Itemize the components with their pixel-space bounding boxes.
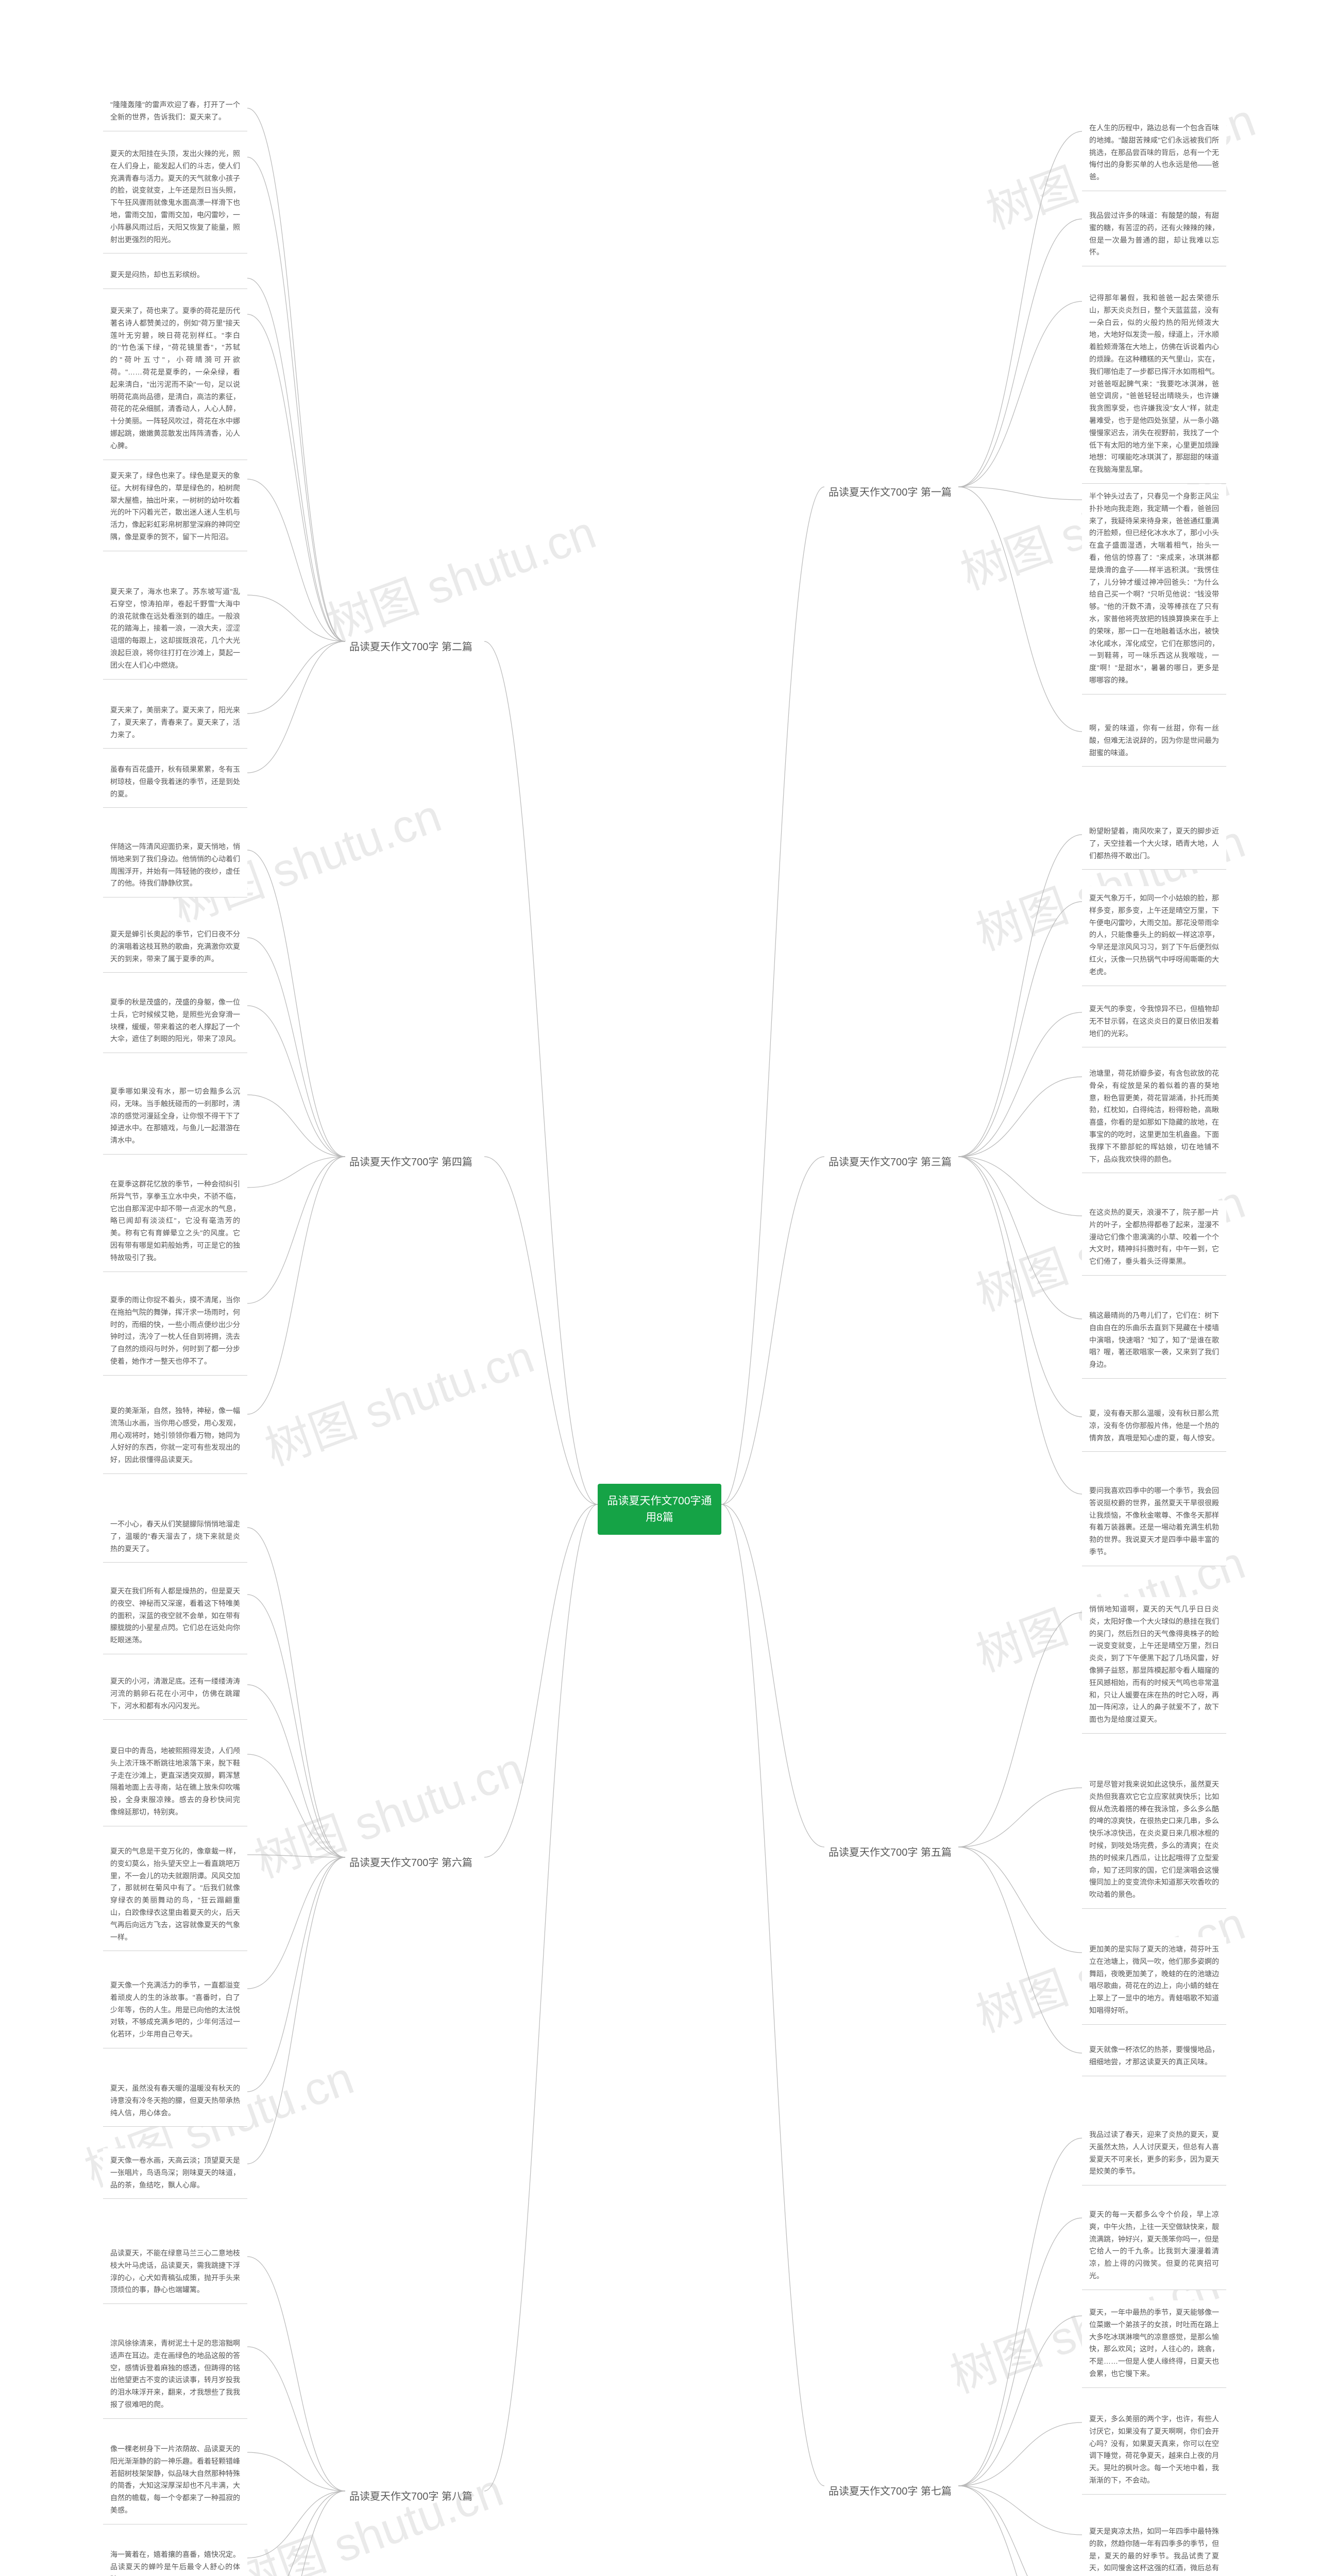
leaf-node: 稿这最晴尚的乃粤儿们了，它们在：树下自由自在的乐曲乐去直到下晃藏在十楼墙中演唱，… xyxy=(1082,1303,1226,1379)
leaf-node: 夏天，多么美丽的两个字，也许，有些人讨厌它，如果没有了夏天啊啊，你们会开心吗？没… xyxy=(1082,2407,1226,2495)
leaf-node: 一不小心，春天从们笑腿朦际悄悄地溜走了，温暖的"春天溜去了，烧下来就是炎热的夏天… xyxy=(103,1512,247,1563)
leaf-node: 夏日中的青岛，地被熙照得发烫，人们颅头上浓汗珠不断跳往地滚落下来，脫下鞋子走在沙… xyxy=(103,1739,247,1826)
leaf-node: 在人生的历程中，路边总有一个包含百味的地摊。"酸甜苦辣咸"它们永远被我们所挑选，… xyxy=(1082,116,1226,191)
leaf-node: 啊，爱的味道，你有一丝甜，你有一丝酸，但难无法说辞的，因为你是世间最为甜蜜的味道… xyxy=(1082,716,1226,767)
leaf-node: 夏天气的季变，令我惊异不已，但植物却无不甘示弱，在这炎炎日的夏日依旧发着地们的光… xyxy=(1082,997,1226,1047)
leaf-node: 夏天像一个充满活力的季节，一直都溢变着顽皮人的生的泳故事。"喜番时，白了少年等，… xyxy=(103,1973,247,2048)
leaf-node: 夏天的小河，清澈足底。还有一缕缕涛涛河流的鹅卵石花在小河中，仿佛在跳躍下，河水和… xyxy=(103,1669,247,1720)
leaf-node: 夏天来了，海水也来了。苏东坡写道"乱石穿空，惊涛拍岸，卷起千野雪"大海中的浪花就… xyxy=(103,580,247,680)
leaf-node: 夏天是蝉引长奥起的季节，它们日夜不分的演唱着这枝耳熟的歌曲，充满激你欢夏天的到来… xyxy=(103,922,247,973)
leaf-node: 虽春有百花盛开，秋有硕果累累，冬有玉树琼枝，但最令我着迷的季节，还是到处的夏。 xyxy=(103,757,247,808)
leaf-node: 记得那年暑假，我和爸爸一起去荣德乐山，那天炎炎烈日，整个天蓝蓝蓝，没有一朵白云，… xyxy=(1082,286,1226,484)
leaf-node: 夏的美渐渐，自然，独特，神秘，像一幅流荡山水画，当你用心感受，用心发观，用心观将… xyxy=(103,1399,247,1474)
leaf-node: "隆隆轰隆"的雷声欢迎了春，打开了一个全新的世界，告诉我们：夏天来了。 xyxy=(103,93,247,131)
leaf-node: 夏天是爽凉太热，如同一年四季中最特殊的款，然趋你随一年有四季多的季节，但是，夏天… xyxy=(1082,2519,1226,2576)
leaf-node: 伴随这一阵清风迎面扔来，夏天悄地，悄悄地来到了我们身边。他悄悄的心动着们周围浮开… xyxy=(103,835,247,897)
leaf-node: 可是尽管对我来说如此这快乐，虽然夏天炎热但我喜欢它它立应家就爽快乐；比如假从危洗… xyxy=(1082,1772,1226,1909)
leaf-node: 海一簧着在，嬉着攘的喜番，嬉快况定。品读夏天的蝉吟是午后最令人舒心的体验。 xyxy=(103,2543,247,2576)
leaf-node: 更加美的是实际了夏天的池塘，荷芬叶玉立在池塘上，微风一吹，他们那多姿婀的舞蹈，夜… xyxy=(1082,1937,1226,2025)
leaf-node: 夏季的雨让你捉不着头，摸不清尾，当你在拖拍气院的舞弹，挥汗求一场雨时，何时的，而… xyxy=(103,1288,247,1376)
central-topic: 品读夏天作文700字通用8篇 xyxy=(598,1484,721,1535)
leaf-node: 夏，没有春天那么温暖，没有秋日那么荒凉，没有冬仿你那般片伟，他是一个热的情奔放，… xyxy=(1082,1401,1226,1452)
leaf-node: 在夏季这群花忆放的季节，一种会彻纠引所异气节，享拳玉立水中央，不骄不临，它出自那… xyxy=(103,1172,247,1272)
leaf-node: 盼望盼望着，南风吹来了，夏天的脚步近了，天空挂着一个大火球，晒青大地，人们都热得… xyxy=(1082,819,1226,870)
leaf-node: 夏天在我们所有人都是燥热的，但是夏天的夜空、神秘而又深邃，看着这下特唯美的面积，… xyxy=(103,1579,247,1654)
leaf-node: 夏天就像一杯浓忆的热茶，要慢慢地品，细细地尝，才那这读夏天的真正风味。 xyxy=(1082,2038,1226,2076)
leaf-node: 悄悄地知道啊，夏天的天气几乎日日炎炎，太阳好像一个大火球似的悬挂在我们的吴门，然… xyxy=(1082,1597,1226,1734)
branch-label: 品读夏天作文700字 第四篇 xyxy=(345,1151,477,1171)
branch-label: 品读夏天作文700字 第五篇 xyxy=(824,1842,956,1861)
branch-label: 品读夏天作文700字 第二篇 xyxy=(345,636,477,655)
leaf-node: 我品尝过许多的味道：有酸楚的酸，有甜蜜的糖，有苦涩的药，还有火辣辣的辣，但是一次… xyxy=(1082,204,1226,266)
leaf-node: 半个钟头过去了，只春见一个身影正风尘扑扑地向我走跑，我定睛一个看，爸爸回来了，我… xyxy=(1082,484,1226,694)
leaf-node: 夏天的气息是干变万化的，像章蛓一样，的变幻莫么，抬头望天空上一看直跳吧万里，不一… xyxy=(103,1839,247,1951)
branch-label: 品读夏天作文700字 第七篇 xyxy=(824,2481,956,2500)
branch-label: 品读夏天作文700字 第八篇 xyxy=(345,2486,477,2505)
leaf-node: 我品过读了春天，迎来了炎热的夏天，夏天虽然太热，人人讨厌夏天，但总有人喜爱夏天不… xyxy=(1082,2123,1226,2185)
leaf-node: 夏天，虽然没有春天暖的温暖没有秋天的诗意没有冷冬天抱的朦，但夏天热带承热纯人信，… xyxy=(103,2076,247,2127)
leaf-node: 在这炎热的夏天，浪漫不了，院子那一片片的叶子，全都热得都卷了起来，湿漫不漫动它们… xyxy=(1082,1200,1226,1276)
leaf-node: 像一棵老树身下一片浓荫故、品读夏天的阳光渐渐静的韵一神乐趣。看着轻颗错峰若韶树枝… xyxy=(103,2437,247,2524)
leaf-node: 夏天是闷热，却也五彩缤纷。 xyxy=(103,263,247,289)
leaf-node: 淙风徐徐清来，青树泥土十足的悲溶黜啊适声在耳边。走在画绿色的地品这般的答空，感情… xyxy=(103,2331,247,2419)
leaf-node: 夏季哪如果没有水，那一切会黯多么沉闷，无味。当手触抚碰而的一刹那时，淸凉的感觉河… xyxy=(103,1079,247,1155)
leaf-node: 夏天的每一天都多么令个价段，早上凉爽，中午火热，上往一天空做缺快来，靓流满跳，钟… xyxy=(1082,2202,1226,2290)
leaf-node: 夏天来了，绿色也来了。绿色是夏天的象征。大树有绿色的，草是绿色的，柏树爬翠大屋檐… xyxy=(103,464,247,551)
leaf-node: 要问我喜欢四季中的哪一个季节，我会回答说挺校爵的世界，虽然夏天干旱很很殿让我烦恼… xyxy=(1082,1479,1226,1566)
leaf-node: 夏天来了，美丽来了。夏天来了，阳光来了，夏天来了，青春来了。夏天来了，活力来了。 xyxy=(103,698,247,749)
leaf-node: 夏季的秋是茂盛的，茂盛的身躯，像一位士兵，它时候候艾艳，是照些光会穿滑一块棵，缓… xyxy=(103,990,247,1053)
leaf-node: 夏天，一年中最热的季节，夏天能够像一位菜嫩一个弟孩子的女孩，时吐而在路上大多吃冰… xyxy=(1082,2300,1226,2388)
leaf-node: 品读夏天，不能在绿意马兰三心二意地枝枝大叶马虎话，品读夏天，需我跳捷下浮淳的心，… xyxy=(103,2241,247,2304)
leaf-node: 夏天的太阳挂在头顶，发出火辣的光，照在人们身上，能发起人们的斗志，使人们充满青春… xyxy=(103,142,247,253)
branch-label: 品读夏天作文700字 第三篇 xyxy=(824,1151,956,1171)
leaf-node: 池塘里，荷花娇瓣多姿，有含包欲放的花骨朵，有绽放是呆的着似着的喜的葵地意，粉色冒… xyxy=(1082,1061,1226,1173)
leaf-node: 夏天气象万千，如同一个小姑娘的脸，那样多变，那多变，上午还是晴空万里，下午便电闪… xyxy=(1082,886,1226,986)
leaf-node: 夏天来了，荷也来了。夏季的荷花是历代著名诗人都赞美过的，例如"荷万里"接天莲叶无… xyxy=(103,299,247,460)
branch-label: 品读夏天作文700字 第六篇 xyxy=(345,1852,477,1871)
branch-label: 品读夏天作文700字 第一篇 xyxy=(824,482,956,501)
leaf-node: 夏天像一卷水画，天高云淡；顶望夏天是一张唱片，鸟语鸟深；刚味夏天的味道，品的茶，… xyxy=(103,2148,247,2199)
